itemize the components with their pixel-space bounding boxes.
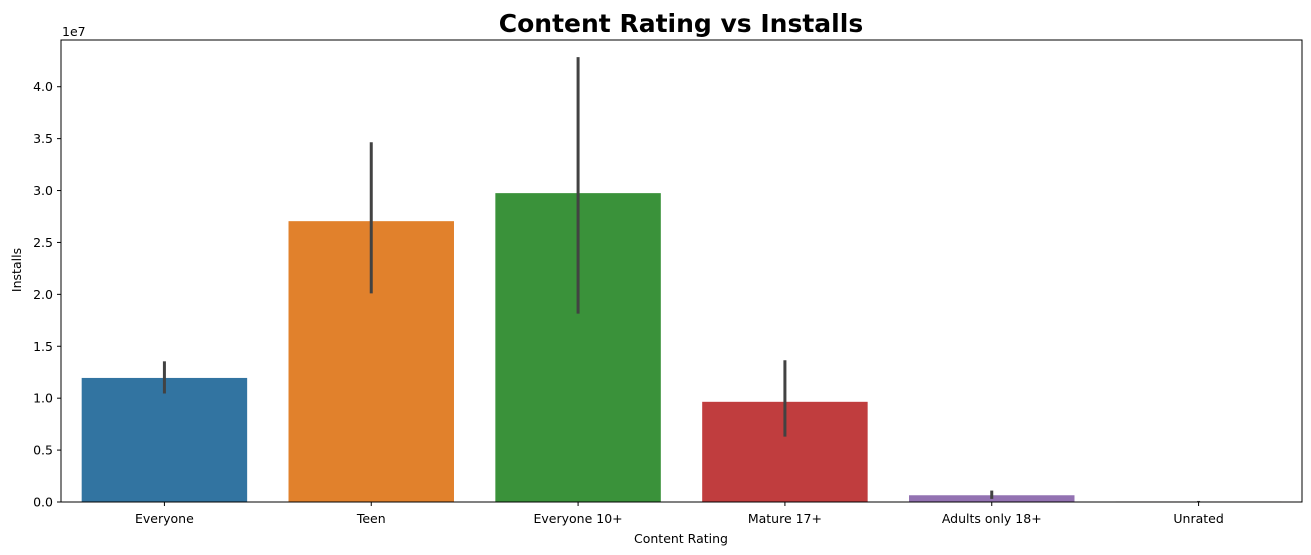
bar: [81, 377, 248, 502]
y-axis: 0.0 0.5 1.0 1.5 2.0 2.5 3.0 3.5 4.0: [33, 79, 61, 510]
y-tick-label: 2.5: [33, 235, 53, 250]
y-tick-label: 1.0: [33, 391, 53, 406]
y-axis-label: Installs: [9, 248, 24, 292]
error-bars-group: [162, 57, 1201, 502]
y-tick-label: 1.5: [33, 339, 53, 354]
x-tick-label: Unrated: [1173, 511, 1223, 526]
y-tick-label: 3.5: [33, 131, 53, 146]
y-tick-label: 0.0: [33, 495, 53, 510]
x-tick-label: Mature 17+: [748, 511, 822, 526]
plot-frame: [60, 39, 1303, 503]
y-tick-label: 0.5: [33, 443, 53, 458]
x-axis-label: Content Rating: [634, 531, 728, 546]
y-tick-label: 2.0: [33, 287, 53, 302]
y-tick-label: 3.0: [33, 183, 53, 198]
y-axis-scale-note: 1e7: [62, 24, 86, 39]
chart-title: Content Rating vs Installs: [499, 9, 863, 38]
x-tick-label: Adults only 18+: [942, 511, 1042, 526]
x-tick-label: Everyone 10+: [534, 511, 623, 526]
y-tick-label: 4.0: [33, 79, 53, 94]
x-tick-label: Everyone: [135, 511, 194, 526]
bars-group: [81, 193, 1282, 503]
x-tick-label: Teen: [356, 511, 386, 526]
x-axis: Everyone Teen Everyone 10+ Mature 17+ Adults…: [135, 502, 1224, 526]
